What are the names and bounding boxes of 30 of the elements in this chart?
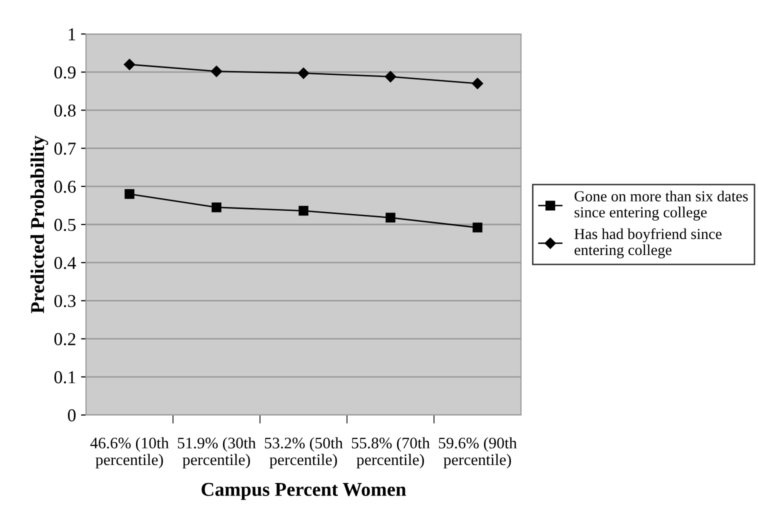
point [472, 222, 482, 232]
legend-label: Gone on more than six dates since entering college [574, 190, 748, 221]
y-tick-label: 0.9 [54, 66, 76, 79]
y-tick-label: 0.7 [54, 142, 76, 155]
x-axis-title: Campus Percent Women [202, 482, 406, 500]
point [124, 189, 134, 199]
y-axis-title: Predicted Probability [30, 136, 48, 314]
point [298, 206, 308, 216]
point [384, 71, 396, 82]
x-tick-label: 53.2% (50th percentile) [264, 437, 343, 468]
point [210, 66, 222, 77]
legend-label: Has had boyfriend since entering college [574, 228, 722, 258]
y-tick-label: 0 [68, 409, 76, 422]
y-tick-label: 0.8 [54, 104, 76, 117]
y-tick-label: 1 [68, 28, 76, 40]
point [472, 78, 484, 90]
y-tick-label: 0.2 [54, 333, 76, 346]
point [212, 202, 222, 212]
point [124, 58, 136, 70]
x-tick-label: 51.9% (30th percentile) [178, 437, 256, 468]
x-tick-label: 46.6% (10th percentile) [90, 437, 169, 468]
y-tick-label: 0.6 [54, 180, 76, 193]
x-tick-label: 59.6% (90th percentile) [438, 437, 517, 468]
point [298, 68, 310, 79]
y-tick-label: 0.4 [54, 256, 76, 270]
y-tick-label: 0.3 [54, 294, 76, 308]
point [386, 212, 396, 223]
x-tick-label: 55.8% (70th percentile) [352, 437, 430, 468]
y-tick-label: 0.1 [54, 371, 76, 384]
y-tick-label: 0.5 [54, 218, 76, 232]
